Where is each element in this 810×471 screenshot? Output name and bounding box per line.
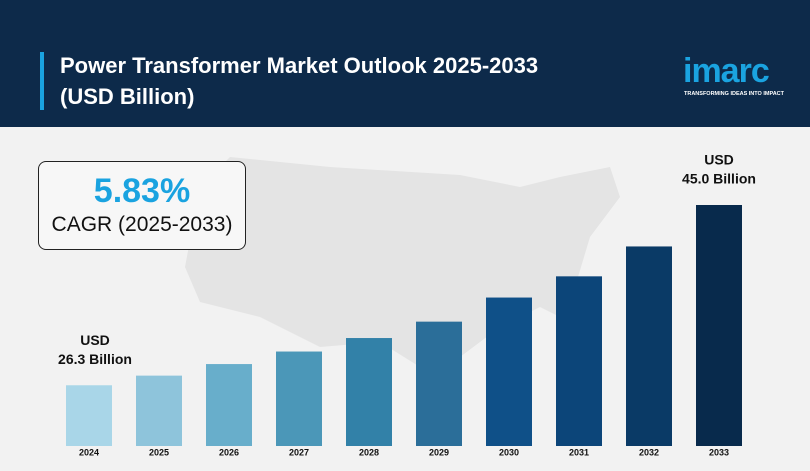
value-label: USD <box>80 332 110 348</box>
bar <box>416 321 462 446</box>
x-tick-label: 2025 <box>149 447 169 457</box>
cagr-box: 5.83% CAGR (2025-2033) <box>38 161 246 250</box>
cagr-value: 5.83% <box>93 172 191 210</box>
x-tick-label: 2033 <box>709 447 729 457</box>
x-tick-label: 2024 <box>79 447 99 457</box>
value-label: USD <box>704 152 734 168</box>
bar <box>346 338 392 446</box>
title: Power Transformer Market Outlook 2025-20… <box>60 53 539 109</box>
x-tick-label: 2031 <box>569 447 589 457</box>
x-tick-label: 2027 <box>289 447 309 457</box>
bar <box>66 385 112 446</box>
title-accent <box>40 52 44 110</box>
logo: imarc <box>683 52 770 90</box>
cagr-label: CAGR (2025-2033) <box>51 213 233 236</box>
bar <box>556 276 602 446</box>
bar <box>136 375 182 446</box>
header <box>0 0 810 127</box>
value-label: 45.0 Billion <box>682 171 756 187</box>
x-tick-label: 2028 <box>359 447 379 457</box>
bar <box>626 246 672 446</box>
x-tick-label: 2030 <box>499 447 519 457</box>
x-tick-label: 2026 <box>219 447 239 457</box>
bar <box>206 364 252 446</box>
x-tick-label: 2032 <box>639 447 659 457</box>
map-silhouette <box>185 157 620 367</box>
chart: 2024 2025 2026 2027 2028 2029 2030 2031 2032 2033… <box>58 152 756 458</box>
bar <box>486 297 532 446</box>
bar <box>696 205 742 446</box>
x-tick-label: 2029 <box>429 447 449 457</box>
value-label: 26.3 Billion <box>58 351 132 367</box>
tagline: TRANSFORMING IDEAS INTO IMPACT <box>684 91 785 97</box>
bar <box>276 351 322 446</box>
